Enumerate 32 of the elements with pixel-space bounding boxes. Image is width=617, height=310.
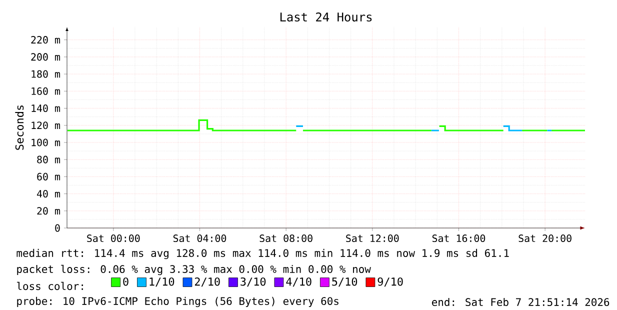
y-tick-label: 140 m <box>32 104 60 112</box>
y-tick-label: 200 m <box>31 53 60 61</box>
y-tick-label: 40 m <box>36 190 60 198</box>
y-tick-label: 120 m <box>32 122 60 130</box>
y-tick-label: 180 m <box>32 70 60 78</box>
legend-label: 1/10 <box>150 277 174 287</box>
text: packet loss: 0.06 % avg 3.33 % max 0.00 % min 0.00 % now <box>17 264 371 276</box>
chart-title: Last 24 Hours <box>280 12 372 22</box>
x-tick-label: Sat 04:00 <box>173 234 226 242</box>
legend-label: 2/10 <box>194 277 220 287</box>
x-tick-label: Sat 20:00 <box>518 234 572 242</box>
legend-label: 3/10 <box>240 277 266 287</box>
text: median rtt: 114.4 ms avg 128.0 ms max 114.0 ms min 114.0 ms now 1.9 ms sd 61.1 <box>16 248 509 260</box>
x-tick-label: Sat 16:00 <box>432 234 486 242</box>
legend-title: loss color: <box>17 282 83 290</box>
legend-label: 4/10 <box>286 277 312 287</box>
text: probe: 10 IPv6-ICMP Echo Pings (56 Bytes) every 60s <box>17 296 338 308</box>
y-axis-title: Seconds <box>15 105 24 150</box>
y-tick-label: 60 m <box>37 172 60 180</box>
legend-label: 9/10 <box>378 277 403 287</box>
legend-label: 5/10 <box>332 277 358 287</box>
y-tick-label: 220 m <box>31 36 60 44</box>
legend-label: 0 <box>123 277 128 286</box>
y-tick-label: 0 <box>55 224 60 232</box>
x-tick-label: Sat 12:00 <box>346 234 399 242</box>
y-tick-label: 100 m <box>32 138 60 146</box>
text: end: Sat Feb 7 21:51:14 2026 <box>432 298 610 306</box>
y-tick-label: 20 m <box>37 207 60 215</box>
y-tick-label: 160 m <box>32 87 60 95</box>
y-tick-label: 80 m <box>37 156 60 164</box>
x-tick-label: Sat 08:00 <box>260 234 312 242</box>
x-tick-label: Sat 00:00 <box>87 234 140 242</box>
